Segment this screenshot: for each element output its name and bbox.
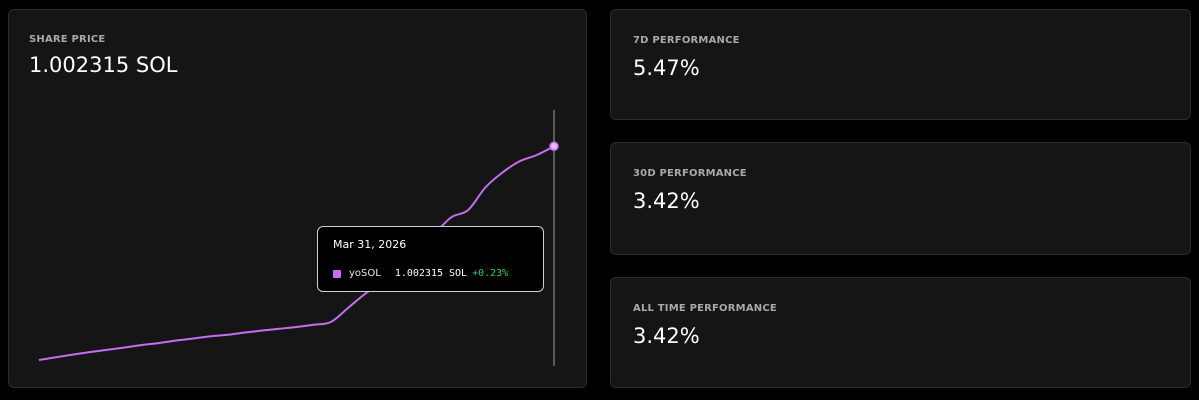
highlighted-data-point xyxy=(549,141,559,151)
share-price-value: 1.002315 SOL xyxy=(29,53,178,77)
series-line-yosol xyxy=(38,145,555,361)
all-time-performance-card: ALL TIME PERFORMANCE 3.42% xyxy=(610,277,1191,388)
tooltip-change: +0.23% xyxy=(472,268,509,279)
share-price-label: SHARE PRICE xyxy=(29,34,106,45)
tooltip-value: 1.002315 SOL xyxy=(394,268,468,279)
share-price-card: SHARE PRICE 1.002315 SOL Mar 31, 2026 yo… xyxy=(8,9,587,388)
share-price-chart[interactable] xyxy=(9,10,586,387)
tooltip-row: yoSOL 1.002315 SOL +0.23% xyxy=(333,268,508,279)
thirty-day-performance-label: 30D PERFORMANCE xyxy=(633,168,747,179)
seven-day-performance-label: 7D PERFORMANCE xyxy=(633,35,740,46)
seven-day-performance-card: 7D PERFORMANCE 5.47% xyxy=(610,9,1191,120)
seven-day-performance-value: 5.47% xyxy=(633,56,700,80)
series-color-swatch xyxy=(333,269,341,278)
chart-tooltip: Mar 31, 2026 yoSOL 1.002315 SOL +0.23% xyxy=(317,226,544,292)
tooltip-date: Mar 31, 2026 xyxy=(333,238,407,251)
thirty-day-performance-value: 3.42% xyxy=(633,189,700,213)
tooltip-series-name: yoSOL xyxy=(349,268,381,279)
thirty-day-performance-card: 30D PERFORMANCE 3.42% xyxy=(610,142,1191,255)
all-time-performance-value: 3.42% xyxy=(633,324,700,348)
all-time-performance-label: ALL TIME PERFORMANCE xyxy=(633,303,777,314)
